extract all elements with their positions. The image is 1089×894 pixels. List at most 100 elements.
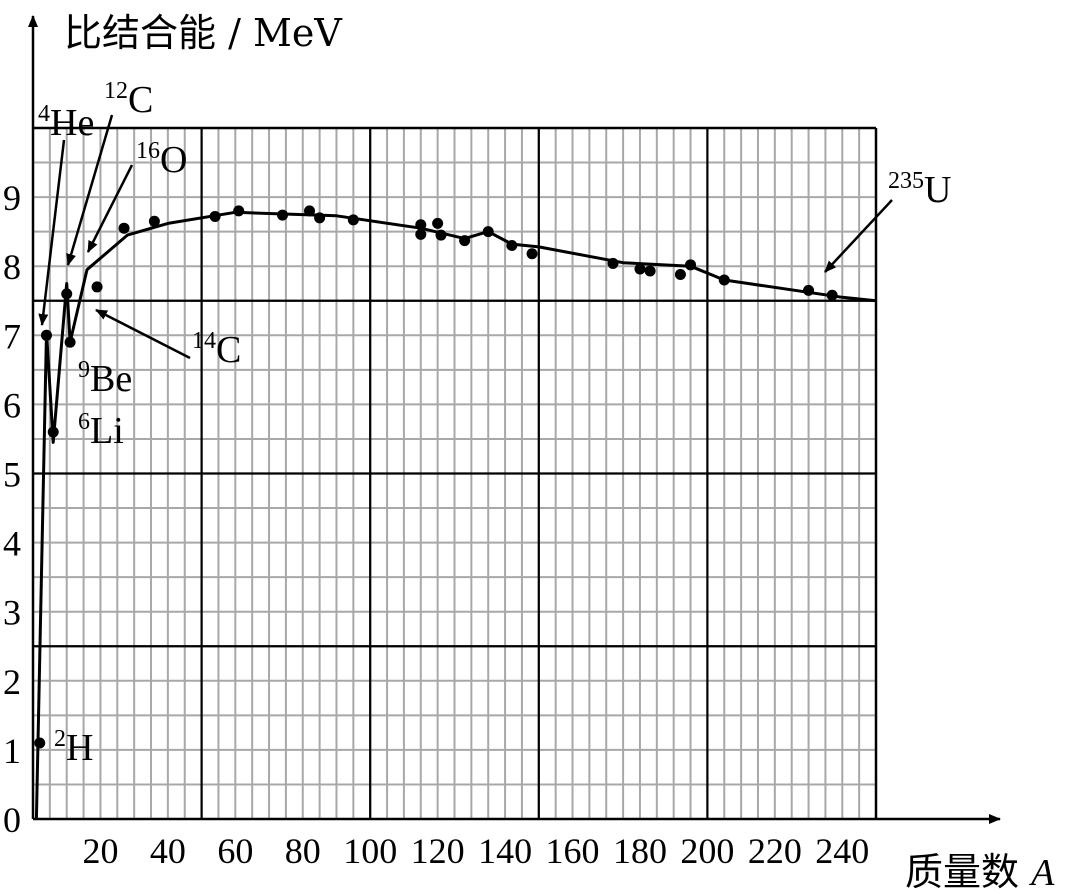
annotation-symbol: Be xyxy=(90,358,132,400)
annotation-label: 2H xyxy=(54,726,93,769)
data-point xyxy=(415,219,427,231)
data-point xyxy=(432,217,444,229)
y-tick-label: 4 xyxy=(3,524,21,564)
x-tick-label: 220 xyxy=(748,831,802,871)
annotation-symbol: He xyxy=(50,102,94,144)
data-point xyxy=(148,215,160,227)
grid-major xyxy=(33,128,876,819)
annotation-superscript: 16 xyxy=(136,138,160,164)
annotation-symbol: C xyxy=(128,79,153,121)
data-point xyxy=(459,235,471,247)
y-tick-label: 8 xyxy=(3,247,21,287)
data-point xyxy=(314,212,326,224)
data-point xyxy=(607,257,619,269)
data-point xyxy=(91,281,103,293)
annotation-label: 4He xyxy=(38,101,94,144)
data-point xyxy=(718,274,730,286)
annotation-symbol: Li xyxy=(90,410,124,452)
y-tick-label: 7 xyxy=(3,316,21,356)
data-point xyxy=(526,248,538,260)
y-tick-label: 6 xyxy=(3,385,21,425)
annotation-arrow xyxy=(38,139,66,326)
annotation-superscript: 14 xyxy=(192,328,216,354)
data-point xyxy=(34,737,46,749)
annotation-label: 9Be xyxy=(78,357,132,400)
data-point xyxy=(304,205,316,217)
annotation-h2: 2H xyxy=(54,726,93,769)
data-point xyxy=(674,268,686,280)
points-layer xyxy=(34,205,838,749)
annotation-label: 6Li xyxy=(78,409,124,452)
annotation-symbol: H xyxy=(66,727,93,769)
annotation-arrow xyxy=(66,114,114,266)
axes xyxy=(28,15,1001,824)
data-point xyxy=(435,229,447,241)
annotation-label: 12C xyxy=(104,78,153,121)
curve-layer xyxy=(34,210,877,820)
y-tick-label: 1 xyxy=(3,731,21,771)
data-point xyxy=(415,228,427,240)
annotation-superscript: 9 xyxy=(78,357,90,383)
data-point xyxy=(118,222,130,234)
annotation-superscript: 235 xyxy=(888,168,924,194)
x-tick-label: 180 xyxy=(613,831,667,871)
annotation-label: 16O xyxy=(136,138,187,181)
data-point xyxy=(482,226,494,238)
annotation-superscript: 6 xyxy=(78,409,90,435)
data-point xyxy=(277,209,289,221)
y-tick-labels: 0 1 2 3 4 5 6 7 8 9 xyxy=(3,178,21,840)
annotation-li6: 6Li xyxy=(78,409,124,452)
x-tick-label: 240 xyxy=(815,831,869,871)
annotation-symbol: U xyxy=(924,169,951,211)
annotation-arrow xyxy=(824,199,893,273)
x-axis-title: 质量数 A xyxy=(905,850,1055,894)
x-tick-label: 120 xyxy=(411,831,465,871)
x-tick-label: 20 xyxy=(82,831,118,871)
data-point xyxy=(685,259,697,271)
x-tick-label: 100 xyxy=(343,831,397,871)
x-tick-label: 200 xyxy=(680,831,734,871)
data-point xyxy=(233,205,245,217)
annotation-label: 14C xyxy=(192,328,241,371)
data-point xyxy=(506,239,518,251)
x-axis-title-text: 质量数 xyxy=(905,850,1031,894)
annotation-symbol: O xyxy=(160,139,187,181)
annotation-be9: 9Be xyxy=(78,357,132,400)
x-axis-title-var: A xyxy=(1028,852,1055,894)
annotation-label: 235U xyxy=(888,168,951,211)
data-point xyxy=(803,284,815,296)
x-tick-label: 140 xyxy=(478,831,532,871)
annotation-superscript: 12 xyxy=(104,78,128,104)
x-tick-labels: 20 40 60 80 100 120 140 160 180 200 220 240 xyxy=(82,831,869,871)
annotation-he4: 4He xyxy=(38,101,94,326)
data-point xyxy=(47,426,59,438)
annotation-arrow xyxy=(95,308,191,360)
data-point xyxy=(64,336,76,348)
y-tick-label: 3 xyxy=(3,593,21,633)
annotation-c14: 14C xyxy=(95,308,241,371)
y-tick-label: 9 xyxy=(3,178,21,218)
x-tick-label: 160 xyxy=(546,831,600,871)
data-point xyxy=(61,288,73,300)
y-axis-title: 比结合能 / MeV xyxy=(64,11,342,55)
data-point xyxy=(644,265,656,277)
y-tick-label: 5 xyxy=(3,455,21,495)
annotation-superscript: 2 xyxy=(54,726,66,752)
annotation-arrow xyxy=(86,164,134,253)
x-tick-label: 60 xyxy=(217,831,253,871)
data-point xyxy=(634,263,646,275)
annotation-o16: 16O xyxy=(86,138,187,253)
y-tick-label: 0 xyxy=(3,800,21,840)
data-point xyxy=(40,329,52,341)
data-point xyxy=(826,289,838,301)
annotation-superscript: 4 xyxy=(38,101,50,127)
y-tick-label: 2 xyxy=(3,662,21,702)
annotation-c12: 12C xyxy=(66,78,153,266)
annotation-symbol: C xyxy=(216,329,241,371)
binding-energy-curve xyxy=(34,210,877,820)
x-tick-label: 80 xyxy=(285,831,321,871)
x-tick-label: 40 xyxy=(150,831,186,871)
annotation-u235: 235U xyxy=(824,168,951,273)
